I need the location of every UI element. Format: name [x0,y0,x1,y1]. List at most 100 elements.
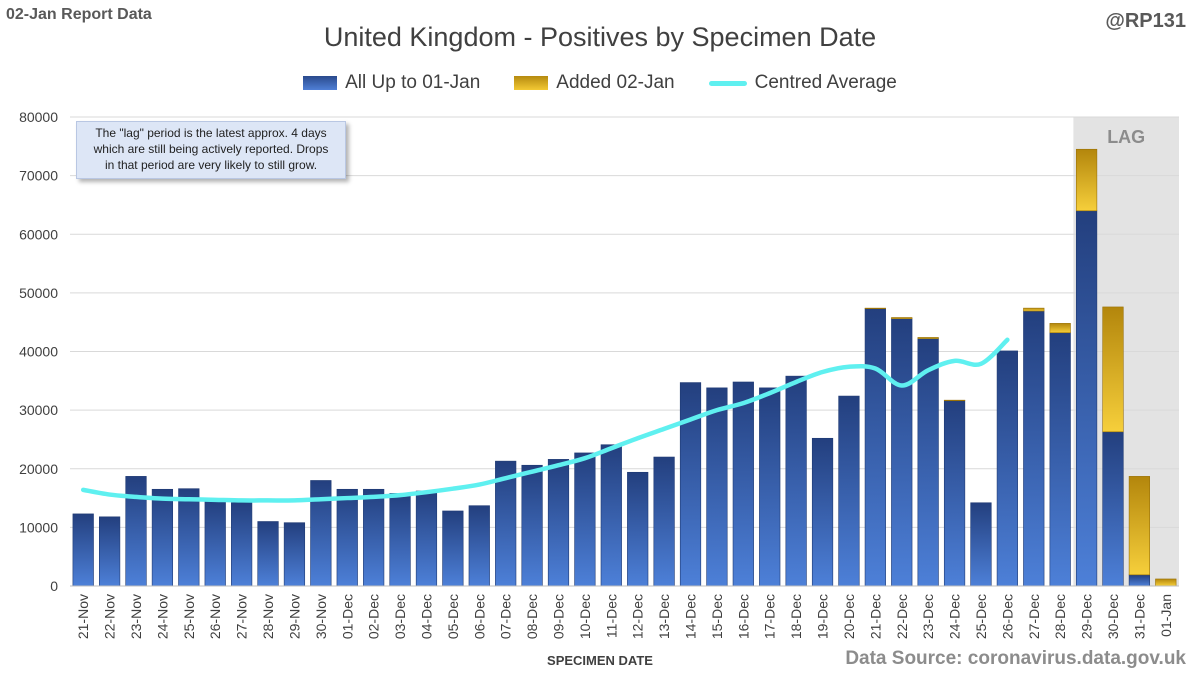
bar-base [468,505,490,587]
x-tick-label: 26-Nov [207,594,223,639]
x-tick-label: 28-Dec [1052,594,1068,639]
legend-item-base: All Up to 01-Jan [303,72,480,94]
bar-base [600,444,622,587]
bar-base [943,400,966,587]
y-tick-label: 80000 [19,109,58,125]
y-tick-label: 70000 [19,168,58,184]
bar-base [521,464,543,587]
bar-base [310,480,332,587]
x-tick-label: 06-Dec [471,594,487,639]
x-tick-label: 22-Nov [102,594,118,639]
x-tick-label: 24-Dec [947,594,963,639]
bar-base [838,395,860,587]
lag-note-line-1: The "lag" period is the latest approx. 4… [95,126,327,140]
x-tick-label: 30-Nov [313,594,329,639]
x-tick-label: 15-Dec [709,594,725,639]
average-line [80,337,1010,503]
x-tick-label: 20-Dec [841,594,857,639]
x-tick-label: 10-Dec [577,594,593,639]
bar-added [1128,476,1150,576]
bar-added [891,317,913,319]
bar-base [389,493,411,587]
x-tick-label: 18-Dec [788,594,804,639]
bar-base [125,476,147,587]
bar-added [1075,148,1098,212]
bar-added [943,399,966,402]
lag-note-line-2: which are still being actively reported.… [93,142,329,156]
bar-base [627,471,649,587]
x-tick-label: 24-Nov [154,594,170,639]
x-tick-label: 13-Dec [656,594,672,639]
bar-base [178,488,200,587]
bar-base [99,516,121,587]
legend-swatch-added [514,76,549,90]
data-source: Data Source: coronavirus.data.gov.uk [845,648,1186,669]
bar-added [917,337,939,339]
bar-base [864,308,886,587]
bar-added [1023,307,1045,312]
legend-item-average: Centred Average [708,72,897,94]
x-tick-label: 30-Dec [1105,594,1121,639]
x-tick-label: 27-Nov [234,594,250,639]
legend-swatch-average [708,80,747,86]
bar-base [679,382,702,587]
bar-base [891,318,913,587]
x-tick-label: 01-Jan [1158,594,1174,637]
y-tick-label: 40000 [19,344,58,360]
x-tick-label: 03-Dec [392,594,408,639]
y-tick-label: 20000 [19,461,58,477]
x-tick-label: 02-Dec [366,594,382,639]
bar-base [811,437,834,587]
x-tick-label: 29-Dec [1079,594,1095,639]
bar-base [1049,332,1071,587]
x-tick-label: 28-Nov [260,594,276,639]
legend-label-base: All Up to 01-Jan [345,72,481,93]
bar-base [1023,310,1045,587]
author-handle: @RP131 [1105,10,1186,32]
bar-base [574,452,596,587]
legend-swatch-base [303,76,338,90]
bar-base [706,387,728,587]
y-tick-label: 0 [50,578,58,594]
x-tick-label: 23-Dec [920,594,936,639]
bar-base [257,521,279,587]
x-tick-label: 22-Dec [894,594,910,639]
x-tick-label: 14-Dec [683,594,699,639]
x-tick-label: 21-Dec [867,594,883,639]
bar-added [1155,578,1177,587]
chart-title: United Kingdom - Positives by Specimen D… [323,22,877,52]
bar-base [442,510,464,587]
legend-item-added: Added 02-Jan [514,72,675,94]
bar-base [1075,210,1098,587]
x-tick-label: 08-Dec [524,594,540,639]
y-tick-label: 60000 [19,226,58,242]
lag-note-line-3: in that period are very likely to still … [104,158,318,172]
y-tick-label: 30000 [19,402,58,418]
bar-base [231,502,253,587]
x-tick-label: 07-Dec [498,594,514,639]
bar-added [864,307,886,310]
bar-base [653,456,675,587]
x-tick-label: 27-Dec [1026,594,1042,639]
bar-base [363,488,385,587]
legend-label-added: Added 02-Jan [556,72,675,93]
bar-base [151,488,174,587]
bar-base [72,513,94,587]
x-tick-label: 21-Nov [75,594,91,639]
lag-note: The "lag" period is the latest approx. 4… [76,121,346,179]
x-tick-label: 31-Dec [1131,594,1147,639]
x-tick-label: 25-Nov [181,594,197,639]
x-tick-label: 05-Dec [445,594,461,639]
bar-base [204,500,226,587]
bar-base [283,522,306,587]
x-tick-label: 09-Dec [550,594,566,639]
bar-base [970,502,992,587]
x-axis-label: SPECIMEN DATE [547,653,653,668]
x-tick-label: 29-Nov [286,594,302,639]
x-tick-label: 01-Dec [339,594,355,639]
x-tick-label: 17-Dec [762,594,778,639]
x-tick-label: 12-Dec [630,594,646,639]
bar-base [1102,431,1124,587]
